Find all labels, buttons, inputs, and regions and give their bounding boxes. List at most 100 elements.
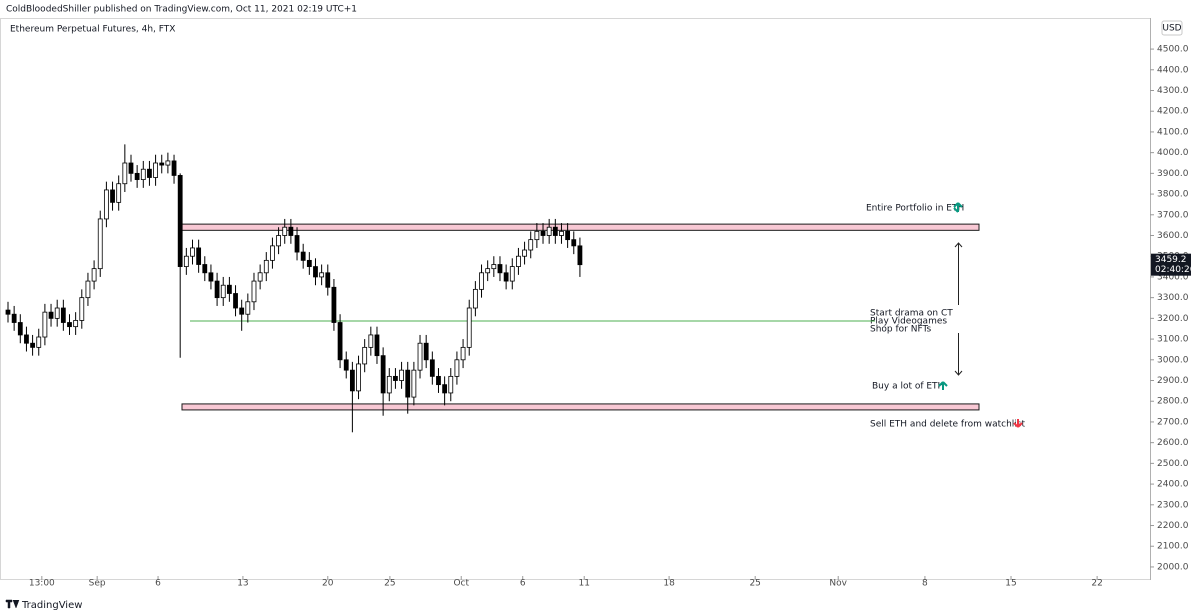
plot-layer (5, 144, 980, 433)
arrow (954, 242, 963, 305)
y-tick-label: 2700.0 (1157, 417, 1189, 427)
y-tick-label: 2400.0 (1157, 480, 1189, 490)
x-tick-label: 18 (663, 579, 675, 589)
y-tick-label: 2600.0 (1157, 438, 1189, 448)
candle-body (226, 284, 232, 294)
candle-body (380, 355, 386, 394)
y-tick-label: 3800.0 (1157, 190, 1189, 200)
candle-body (546, 226, 552, 236)
candle-body (522, 249, 527, 257)
last-price: 3459.2 (1155, 255, 1187, 265)
y-tick-label: 2900.0 (1157, 376, 1189, 386)
y-tick-label: 3300.0 (1157, 293, 1189, 303)
candle-body (177, 175, 183, 267)
candle-body (183, 255, 189, 267)
up-arrow-icon (953, 202, 963, 213)
candle-body (362, 346, 368, 365)
candle-body (239, 307, 245, 315)
candle-body (263, 259, 269, 274)
candle-body (306, 259, 312, 267)
y-tick-label: 2000.0 (1157, 562, 1189, 572)
countdown: 02:40:26 (1155, 265, 1196, 275)
candle-body (17, 322, 23, 336)
footer-brand: TradingView (21, 600, 82, 611)
candle-body (429, 359, 435, 377)
price-zone (181, 403, 980, 411)
candle-body (48, 311, 54, 319)
y-tick-label: 2300.0 (1157, 500, 1189, 510)
candle-body (233, 293, 238, 309)
candle-body (54, 307, 60, 319)
x-tick-label: Nov (829, 579, 847, 589)
candle-body (116, 183, 122, 203)
candle-body (374, 334, 380, 357)
x-tick-label: Sep (89, 579, 106, 589)
candle-body (368, 334, 374, 348)
x-tick-label: 25 (749, 579, 760, 589)
candle-body (337, 322, 343, 361)
annotation: Sell ETH and delete from watchlist (870, 420, 1025, 430)
candle-body (122, 162, 128, 185)
candle-body (140, 168, 146, 180)
y-tick-label: 4500.0 (1157, 45, 1189, 55)
price-zone (181, 223, 980, 231)
candle-body (147, 168, 152, 178)
y-tick-label: 2800.0 (1157, 397, 1189, 407)
candle-body (491, 264, 497, 270)
annotation: Entire Portfolio in ETH (866, 204, 964, 214)
candle-body (270, 245, 275, 261)
candle-body (497, 264, 503, 274)
candle-body (134, 172, 140, 180)
candle-body (67, 322, 72, 328)
x-tick-label: 25 (384, 579, 395, 589)
candle-body (79, 297, 85, 321)
candle-body (571, 239, 577, 247)
candle-body (202, 264, 208, 274)
candle-body (386, 375, 392, 394)
candle-body (153, 162, 158, 178)
y-tick-label: 3000.0 (1157, 355, 1189, 365)
candle-body (436, 375, 441, 386)
candle-body (417, 342, 423, 371)
y-tick-label: 3200.0 (1157, 314, 1189, 324)
candle-body (356, 363, 361, 392)
candle-body (528, 239, 534, 251)
candle-body (91, 268, 97, 282)
candle-body (36, 336, 42, 348)
candle-body (411, 369, 417, 398)
y-tick-label: 4300.0 (1157, 86, 1189, 96)
candle-body (288, 226, 294, 236)
candle-body (73, 320, 79, 328)
y-tick-label: 3900.0 (1157, 169, 1189, 179)
currency: USD (1162, 24, 1181, 34)
candle-body (472, 288, 478, 309)
candle-body (485, 268, 491, 274)
candle-body (276, 235, 281, 247)
y-tick-label: 2500.0 (1157, 459, 1189, 469)
candle-body (466, 307, 472, 348)
candle-body (24, 334, 29, 344)
candle-body (103, 189, 109, 220)
footer: TradingView (5, 599, 82, 611)
annotation: Play Videogames (870, 317, 947, 327)
y-tick-label: 3100.0 (1157, 335, 1189, 345)
last-price-box (1151, 253, 1191, 276)
chart-title: Ethereum Perpetual Futures, 4h, FTX (10, 25, 175, 35)
x-tick-label: 22 (1091, 579, 1102, 589)
candle-body (42, 311, 48, 338)
candle-body (5, 309, 11, 315)
candle-body (282, 226, 288, 236)
x-tick-label: 13 (237, 579, 248, 589)
candle-body (159, 162, 165, 166)
candle-body (97, 218, 103, 270)
candle-body (257, 272, 263, 282)
annotation: Buy a lot of ETH (872, 382, 944, 392)
currency-box (1161, 20, 1183, 36)
x-tick-label: 8 (922, 579, 928, 589)
candle-body (343, 359, 349, 371)
candle-body (11, 313, 17, 323)
y-tick-label: 2200.0 (1157, 521, 1189, 531)
candle-body (171, 160, 177, 176)
